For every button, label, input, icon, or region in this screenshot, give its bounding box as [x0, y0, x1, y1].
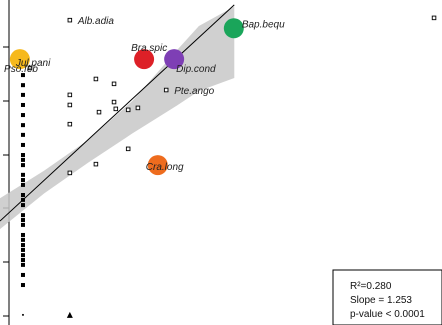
regression-line	[0, 4, 235, 222]
species-label-pte-ango: Pte.ango	[174, 86, 214, 97]
data-point-square	[20, 73, 25, 78]
species-label-alb-adia: Alb.adia	[77, 16, 115, 27]
data-point-square	[20, 253, 25, 258]
data-point-square	[20, 247, 25, 252]
data-point-triangle	[66, 311, 73, 318]
data-point-open	[67, 170, 73, 176]
species-label-bra-spic: Bra.spic	[131, 43, 167, 54]
species-marker-pso-feb	[27, 65, 33, 71]
data-point-square	[20, 258, 25, 262]
species-marker-cra-long	[147, 155, 168, 176]
y-axis	[3, 0, 10, 325]
data-point-square	[20, 237, 25, 242]
data-point-square	[20, 262, 25, 267]
confidence-band-area	[0, 6, 235, 230]
data-point-square	[20, 193, 25, 197]
data-point-square	[20, 232, 25, 237]
stats-box-frame	[332, 269, 442, 325]
data-point-open	[125, 107, 131, 113]
species-points: Alb.adia Bap.bequ Bra.spic Dip.cond Pte.ango…	[4, 16, 285, 176]
stats-pvalue: p-value < 0.0001	[350, 309, 425, 320]
data-point-open	[135, 105, 141, 111]
data-point-square	[20, 153, 25, 158]
data-point-square	[20, 218, 25, 223]
data-point-square	[20, 163, 25, 168]
fit-line	[0, 4, 235, 222]
data-point-open	[93, 76, 99, 82]
data-point-open	[67, 92, 73, 98]
data-point-open	[96, 109, 102, 115]
data-point-open	[93, 161, 99, 167]
data-point-square	[20, 132, 25, 137]
confidence-band	[0, 6, 235, 230]
data-point-square	[20, 142, 25, 147]
data-point-square	[20, 272, 25, 277]
data-point-square	[20, 203, 25, 208]
species-marker-pte-ango	[163, 87, 169, 93]
data-point-open	[111, 99, 117, 105]
data-point-open	[125, 146, 131, 152]
species-label-pso-feb: Pso.feb	[4, 64, 38, 75]
data-point-square	[20, 102, 25, 107]
data-point-square	[20, 83, 25, 88]
species-label-cra-long: Cra.long	[146, 162, 184, 173]
data-point-square	[20, 222, 25, 227]
data-point-square	[20, 283, 25, 288]
data-point-square	[20, 243, 25, 248]
data-point-square	[20, 123, 25, 128]
data-point-square	[20, 197, 25, 202]
species-marker-alb-adia	[67, 17, 73, 23]
data-point-square	[20, 113, 25, 118]
stats-r2: R²=0.280	[350, 281, 392, 292]
species-label-bap-bequ: Bap.bequ	[242, 19, 285, 30]
species-marker-bap-bequ	[223, 18, 244, 39]
species-label-jul-pani: Jul.pani	[15, 58, 51, 69]
species-marker-dip-cond	[164, 49, 185, 70]
data-point-square	[20, 157, 25, 162]
species-marker-jul-pani	[9, 49, 30, 70]
species-marker-bra-spic	[134, 49, 155, 70]
data-point-open	[67, 121, 73, 127]
data-point-square	[20, 182, 25, 187]
data-point-square	[20, 172, 25, 177]
data-point-open	[111, 81, 117, 87]
species-label-dip-cond: Dip.cond	[176, 64, 216, 75]
data-point-square	[20, 213, 25, 218]
data-point-square	[20, 92, 25, 97]
stats-slope: Slope = 1.253	[350, 295, 412, 306]
stats-box: R²=0.280 Slope = 1.253 p-value < 0.0001	[332, 269, 442, 325]
data-point-open	[67, 102, 73, 108]
data-point-square	[20, 178, 25, 183]
data-point-dot	[21, 313, 24, 316]
data-points	[20, 15, 437, 318]
data-point-open	[431, 15, 437, 21]
data-point-open	[113, 106, 119, 112]
